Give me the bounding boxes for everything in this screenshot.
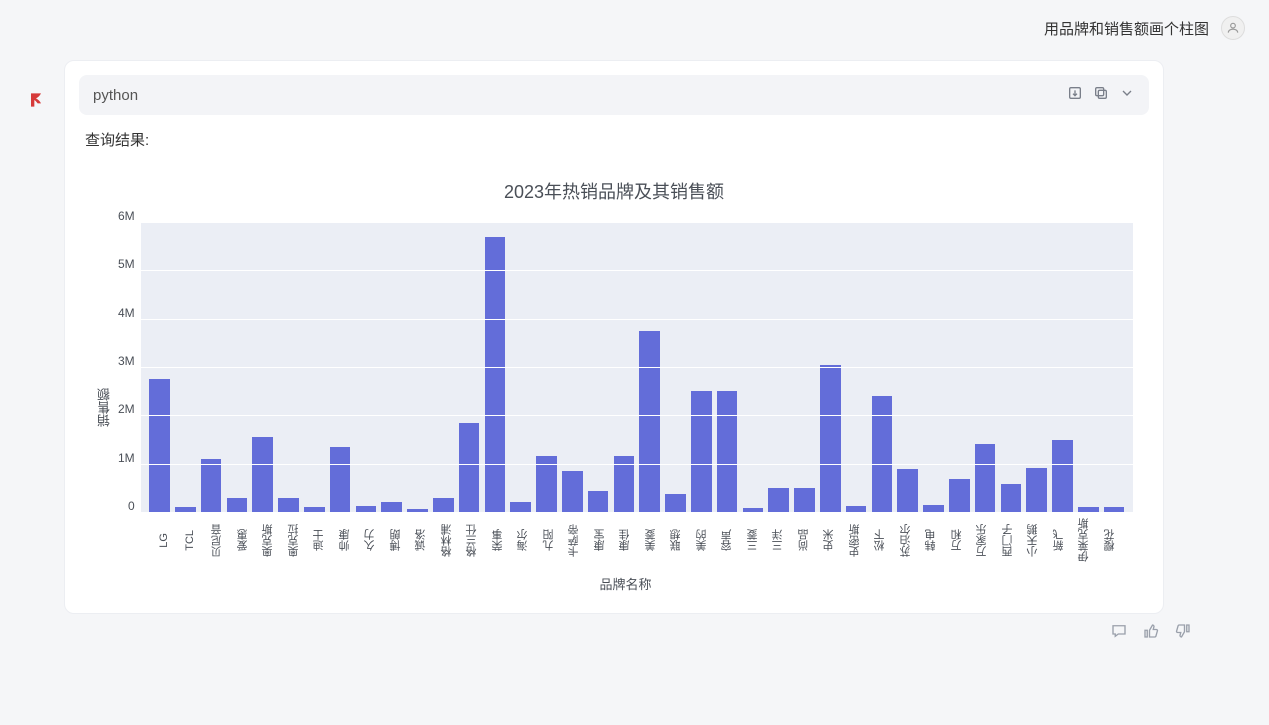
bar[interactable] <box>562 471 583 512</box>
grid-line <box>141 512 1133 513</box>
bar[interactable] <box>485 237 506 513</box>
code-language-label: python <box>93 87 138 104</box>
x-tick: 伊莱克斯 <box>1076 516 1102 564</box>
x-tick: 三洋 <box>770 516 796 564</box>
y-axis-ticks: 6M5M4M3M2M1M0 <box>118 222 141 512</box>
assistant-avatar <box>24 88 48 112</box>
thumbs-down-icon[interactable] <box>1174 622 1192 645</box>
grid-line <box>141 222 1133 223</box>
x-tick: 新飞 <box>1051 516 1077 564</box>
x-tick: 康佳 <box>617 516 643 564</box>
chevron-down-icon[interactable] <box>1119 85 1135 106</box>
feedback-actions <box>60 614 1220 645</box>
thumbs-up-icon[interactable] <box>1142 622 1160 645</box>
code-block-header: python <box>79 75 1149 115</box>
x-tick: LG <box>158 516 184 564</box>
y-axis-title: 销售额 <box>95 388 114 427</box>
x-tick: 苏泊尔 <box>898 516 924 564</box>
x-tick: 美菱 <box>643 516 669 564</box>
copy-icon[interactable] <box>1093 85 1109 106</box>
x-tick: 爱惠 <box>235 516 261 564</box>
x-tick: 久力 <box>362 516 388 564</box>
user-avatar <box>1221 16 1245 40</box>
user-message-text: 用品牌和销售额画个柱图 <box>1044 18 1209 39</box>
bar[interactable] <box>768 488 789 512</box>
bar[interactable] <box>278 498 299 512</box>
grid-line <box>141 270 1133 271</box>
x-tick: 万和 <box>949 516 975 564</box>
x-tick: 史密斯 <box>847 516 873 564</box>
bar[interactable] <box>1052 440 1073 512</box>
bar[interactable] <box>639 331 660 512</box>
chart-container: 2023年热销品牌及其销售额 销售额 6M5M4M3M2M1M0 LGTCL贝尼… <box>65 156 1163 613</box>
x-tick: 小天鹅 <box>1025 516 1051 564</box>
x-axis-ticks: LGTCL贝尼音爱惠奥克斯奥克拉迪士帅康久力博朗诚洛格林浦格兰仕荣事海尔九阳卡萨… <box>152 512 1133 564</box>
grid-line <box>141 415 1133 416</box>
x-tick: 卡萨帝 <box>566 516 592 564</box>
bar[interactable] <box>227 498 248 513</box>
x-tick: 贝尼音 <box>209 516 235 564</box>
bar[interactable] <box>872 396 893 512</box>
x-tick: 帅康 <box>337 516 363 564</box>
x-tick: 奥克斯 <box>260 516 286 564</box>
x-tick: TCL <box>184 516 210 564</box>
bar[interactable] <box>949 479 970 512</box>
bar[interactable] <box>201 459 222 512</box>
x-tick: 联想 <box>668 516 694 564</box>
x-tick: 九阳 <box>541 516 567 564</box>
x-tick: 海尔 <box>515 516 541 564</box>
comment-icon[interactable] <box>1110 622 1128 645</box>
x-tick: 诚洛 <box>413 516 439 564</box>
bar[interactable] <box>975 444 996 512</box>
bar[interactable] <box>1026 468 1047 512</box>
x-tick: 西门子 <box>1000 516 1026 564</box>
code-block-actions <box>1067 85 1135 106</box>
bar[interactable] <box>536 456 557 512</box>
bar[interactable] <box>923 505 944 512</box>
x-tick: 格兰仕 <box>464 516 490 564</box>
bar[interactable] <box>330 447 351 512</box>
bar[interactable] <box>897 469 918 513</box>
assistant-block: python 查询结果: 2023年热销品牌及其销售额 销售额 <box>0 48 1269 614</box>
grid-line <box>141 319 1133 320</box>
bar[interactable] <box>665 494 686 512</box>
bar[interactable] <box>459 423 480 512</box>
result-label: 查询结果: <box>65 123 1163 156</box>
x-tick: 美的 <box>694 516 720 564</box>
bar[interactable] <box>614 456 635 512</box>
x-tick: 康宝 <box>592 516 618 564</box>
x-tick: 博朗 <box>388 516 414 564</box>
x-tick: 容声 <box>719 516 745 564</box>
bar[interactable] <box>691 391 712 512</box>
collapse-icon[interactable] <box>1067 85 1083 106</box>
bar[interactable] <box>510 502 531 512</box>
x-tick: 格林浦 <box>439 516 465 564</box>
x-tick: 松下 <box>872 516 898 564</box>
bar[interactable] <box>820 365 841 512</box>
bar[interactable] <box>1001 484 1022 512</box>
assistant-content-card: python 查询结果: 2023年热销品牌及其销售额 销售额 <box>64 60 1164 614</box>
x-tick: 三菱 <box>745 516 771 564</box>
x-tick: 樱花 <box>1102 516 1128 564</box>
x-tick: 万家乐 <box>974 516 1000 564</box>
bar[interactable] <box>381 502 402 512</box>
bar[interactable] <box>794 488 815 512</box>
bar[interactable] <box>252 437 273 512</box>
bar[interactable] <box>588 491 609 512</box>
x-tick: 奥克拉 <box>286 516 312 564</box>
x-axis-title: 品牌名称 <box>118 574 1133 593</box>
grid-line <box>141 367 1133 368</box>
x-tick: 尚品 <box>796 516 822 564</box>
bar[interactable] <box>717 391 738 512</box>
chart-title: 2023年热销品牌及其销售额 <box>95 178 1133 204</box>
bar[interactable] <box>433 498 454 512</box>
bar[interactable] <box>149 379 170 512</box>
grid-line <box>141 464 1133 465</box>
x-tick: 迪士 <box>311 516 337 564</box>
x-tick: 韩电 <box>923 516 949 564</box>
plot-area <box>141 222 1133 512</box>
x-tick: 史米 <box>821 516 847 564</box>
x-tick: 荣事 <box>490 516 516 564</box>
user-message-row: 用品牌和销售额画个柱图 <box>0 0 1269 48</box>
